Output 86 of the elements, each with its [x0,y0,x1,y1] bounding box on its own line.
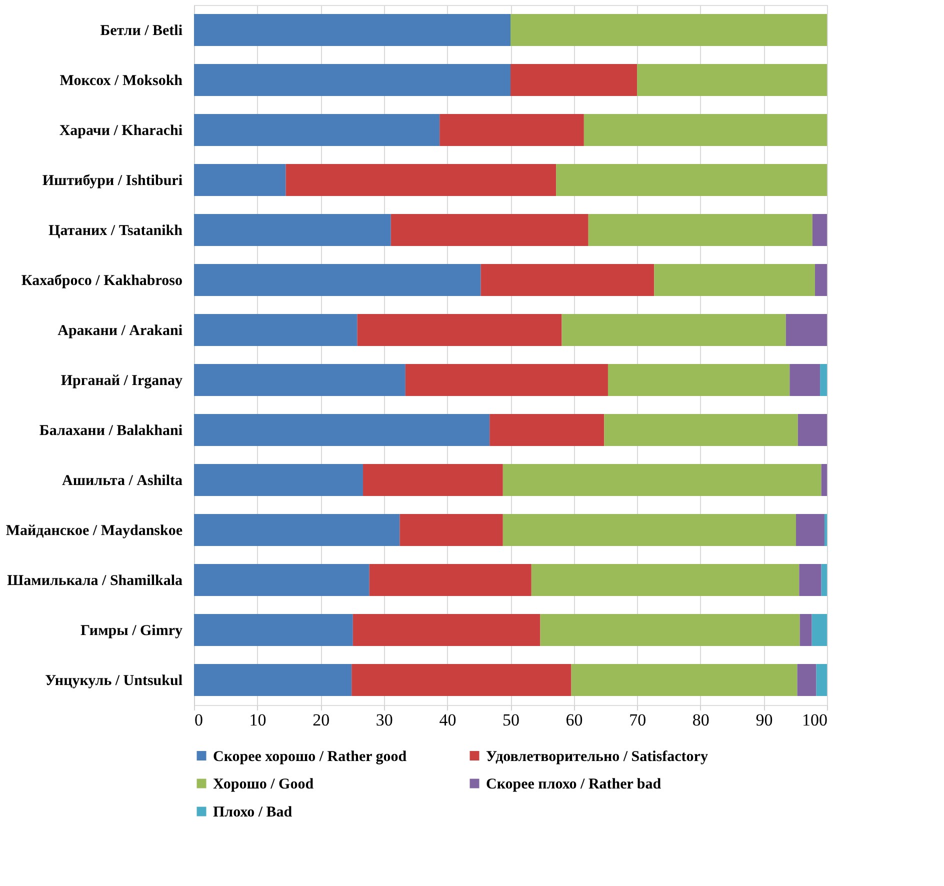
x-tick-label: 70 [629,710,646,730]
y-tick-label: Бетли / Betli [100,23,182,39]
bar [637,64,827,96]
bar [562,314,786,346]
bar [812,214,827,246]
bar [800,614,812,646]
x-tick-label: 100 [802,710,828,730]
bar [654,264,815,296]
bar [194,164,286,196]
bar [405,364,608,396]
y-tick-label: Шамилькала / Shamilkala [7,573,183,589]
y-tick-label: Гимры / Gimry [80,623,183,639]
legend-label: Плохо / Bad [213,804,293,820]
bar [440,114,584,146]
bar [194,464,364,496]
bar [352,614,540,646]
bar [510,14,827,46]
bar [531,564,800,596]
bar [816,664,827,696]
bar [194,414,490,446]
bar [480,264,654,296]
bar [502,514,796,546]
y-tick-label: Унцукуль / Untsukul [45,673,182,689]
bar [390,214,588,246]
x-tick-label: 80 [692,710,710,730]
y-tick-label: Майданское / Maydanskoe [6,523,183,539]
x-tick-label: 30 [376,710,393,730]
legend-label: Скорее хорошо / Rather good [213,748,408,765]
bar [502,464,822,496]
bar [556,164,827,196]
bar [821,564,827,596]
y-tick-label: Цатаних / Tsatanikh [48,223,184,239]
y-tick-label: Ирганай / Irganay [60,373,183,389]
x-tick-label: 20 [312,710,330,730]
bar [584,114,827,146]
legend-label: Хорошо / Good [213,776,314,792]
bar [798,414,827,446]
legend-label: Удовлетворительно / Satisfactory [486,748,708,765]
bar [363,464,503,496]
bar [510,64,638,96]
x-tick-label: 40 [439,710,456,730]
y-tick-label: Аракани / Arakani [58,323,182,339]
bar [490,414,604,446]
bar [812,614,827,646]
bar [352,664,572,696]
bar [797,664,816,696]
bar [814,264,827,296]
x-tick-label: 10 [249,710,266,730]
bar [604,414,798,446]
legend-label: Скорее плохо / Rather bad [486,776,662,792]
bar [286,164,556,196]
bar [194,14,510,46]
bar [400,514,503,546]
x-tick-label: 0 [194,710,203,730]
bar [588,214,812,246]
bar [369,564,532,596]
bar [786,314,827,346]
bar [608,364,790,396]
bar [796,514,824,546]
x-tick-label: 90 [756,710,773,730]
bar [194,214,391,246]
bar [790,364,820,396]
bar [799,564,822,596]
bar [194,364,406,396]
bar [194,614,353,646]
x-tick-label: 60 [566,710,583,730]
bar [194,564,370,596]
bar [194,64,510,96]
bar [820,364,827,396]
bar [194,114,440,146]
y-tick-label: Балахани / Balakhani [39,423,182,439]
y-tick-label: Ашильта / Ashilta [62,473,183,489]
y-tick-label: Моксох / Moksokh [60,73,184,89]
bar [540,614,800,646]
bar [357,314,562,346]
bar [821,464,827,496]
bar [194,314,358,346]
bar [824,514,827,546]
bar [571,664,798,696]
bar [194,264,481,296]
y-tick-label: Кахабросо / Kakhabroso [21,273,182,289]
x-tick-label: 50 [502,710,520,730]
y-tick-label: Иштибури / Ishtiburi [42,173,182,189]
bar [194,664,352,696]
bar [194,514,400,546]
y-tick-label: Харачи / Kharachi [59,123,182,139]
